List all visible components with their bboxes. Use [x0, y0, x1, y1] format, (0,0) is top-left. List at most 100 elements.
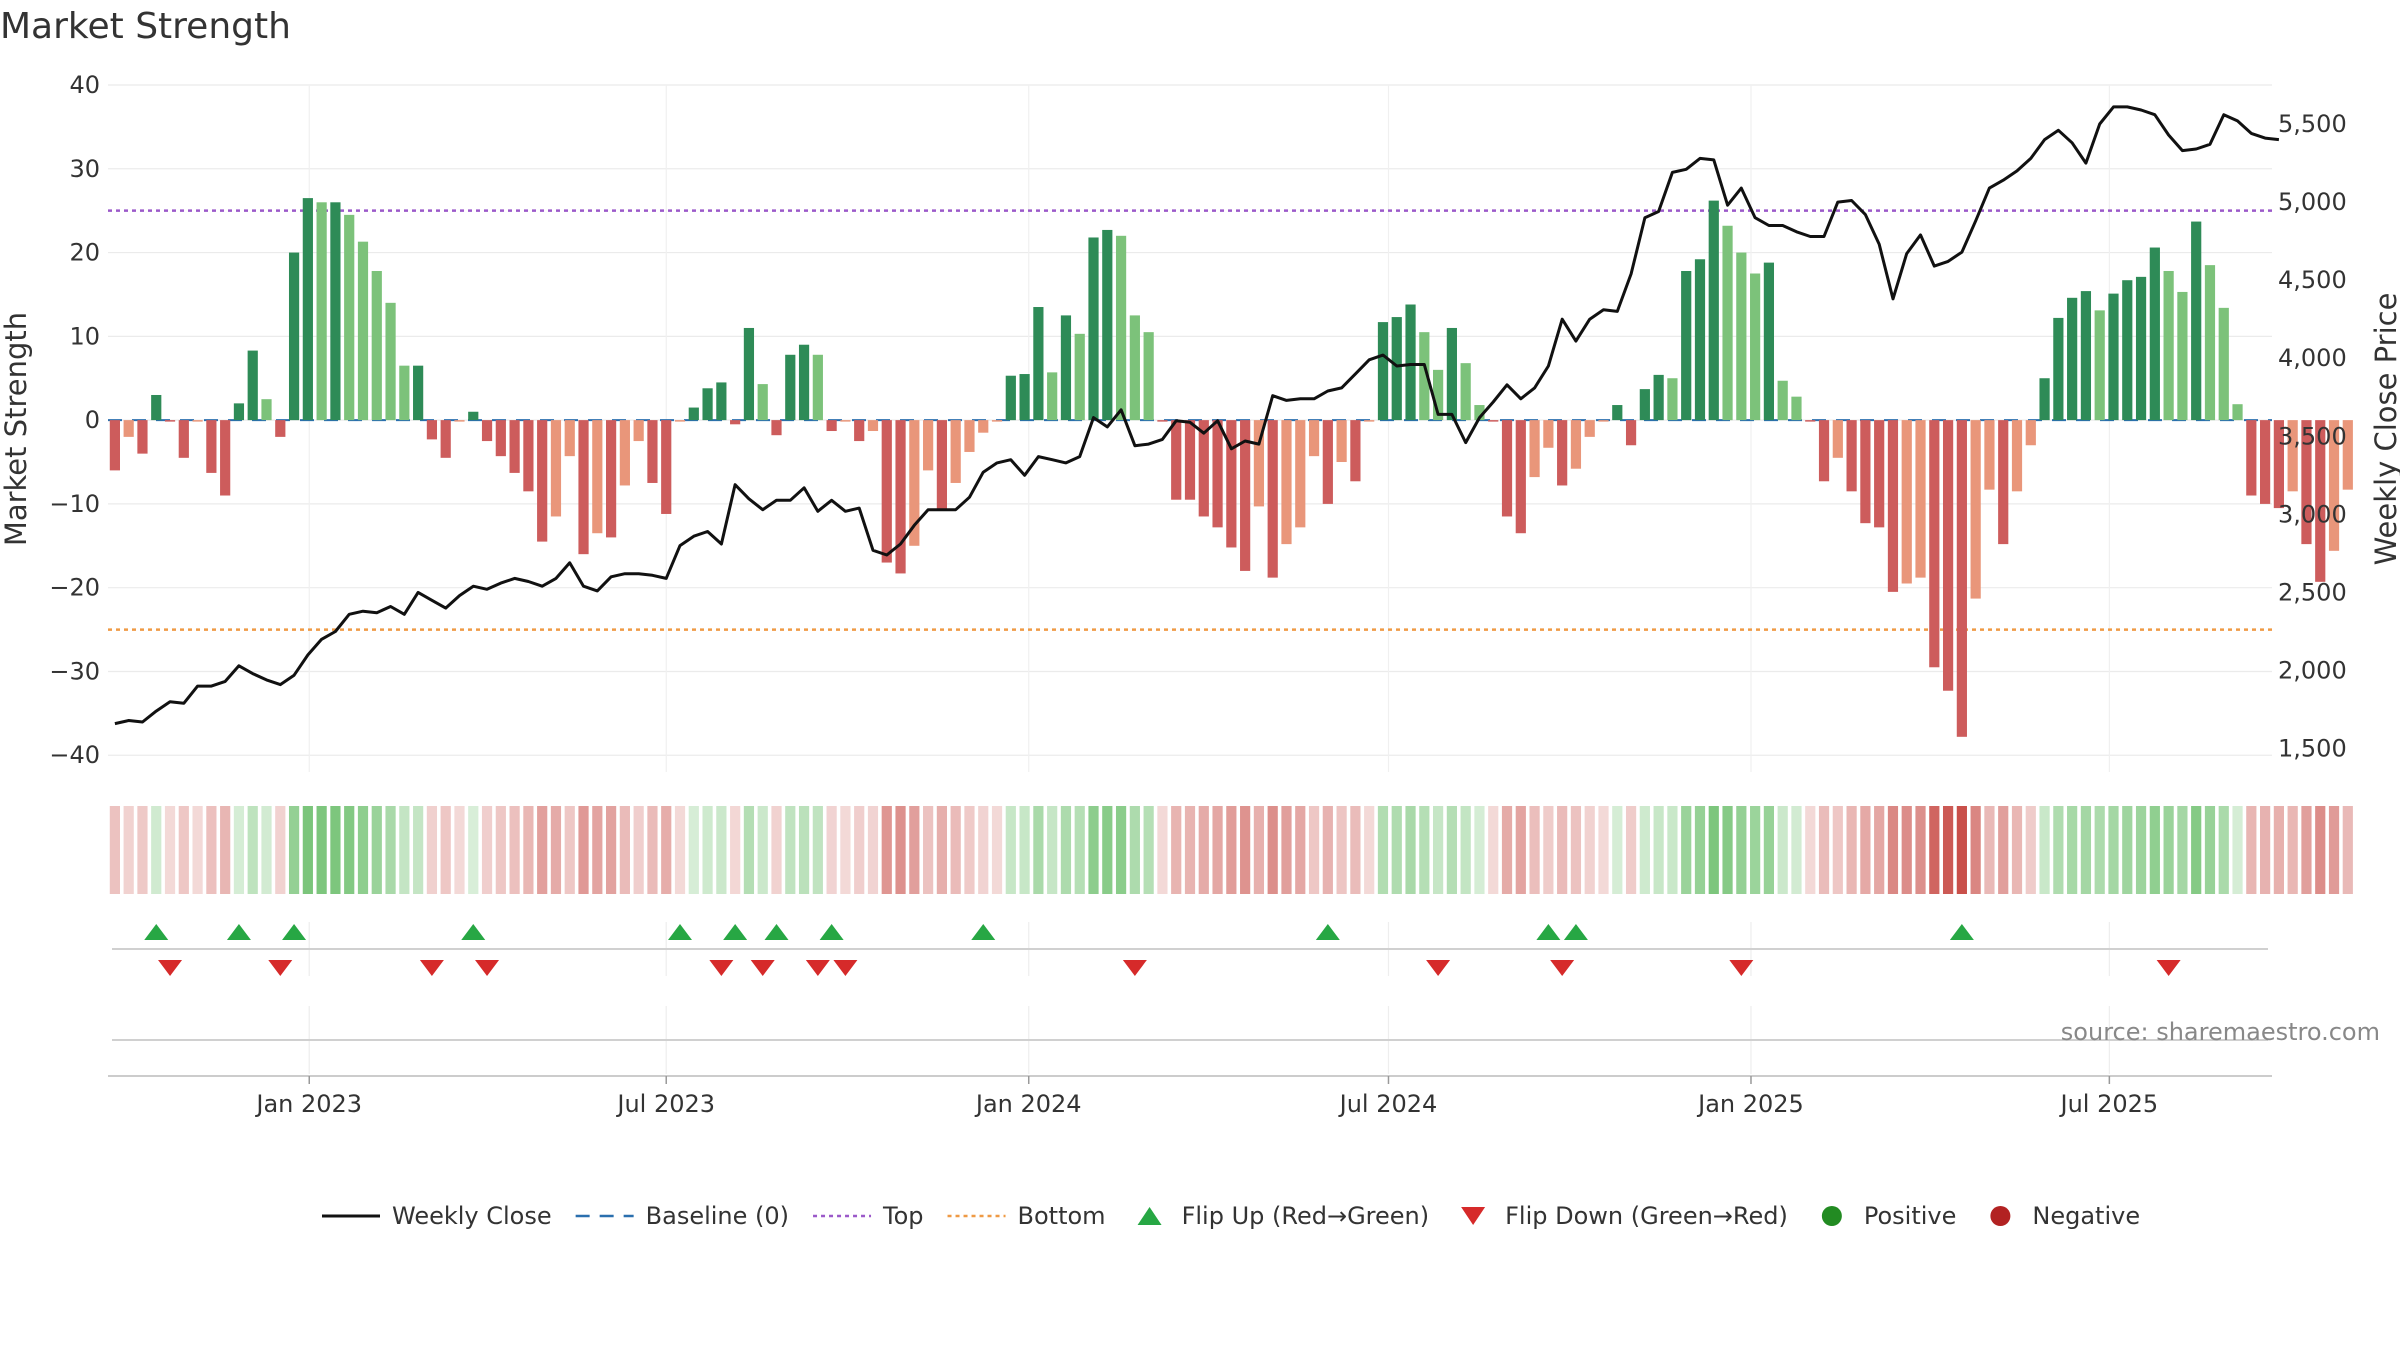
strength-bar	[1570, 420, 1582, 469]
y-axis-left-label: Market Strength	[0, 312, 33, 546]
heat-cell	[2204, 806, 2216, 894]
legend-item: Weekly Close	[322, 1202, 552, 1230]
strength-bar	[2301, 420, 2312, 545]
strength-bar	[2204, 265, 2216, 421]
strength-bar	[288, 252, 300, 421]
strength-bar	[2149, 247, 2160, 421]
y-tick-label: 40	[69, 71, 100, 99]
strength-bar	[1653, 374, 1664, 421]
heat-cell	[1777, 806, 1788, 894]
heat-cell	[178, 806, 189, 894]
strength-bar	[151, 394, 162, 421]
y2-tick-label: 3,000	[2278, 500, 2347, 528]
heat-cell	[1157, 806, 1168, 894]
y2-tick-label: 5,500	[2278, 110, 2347, 138]
heat-cell	[1750, 806, 1761, 894]
strength-bar	[2342, 420, 2353, 490]
strength-bar	[619, 420, 630, 486]
strength-bar	[468, 411, 479, 421]
flip-up-marker	[282, 924, 307, 940]
heat-cell	[1515, 806, 1526, 894]
strength-bar	[1446, 327, 1457, 421]
strength-bar	[233, 403, 245, 421]
y-tick-label: 0	[85, 406, 100, 434]
strength-bar	[2135, 276, 2147, 421]
x-tick-label: Jul 2025	[2059, 1090, 2159, 1118]
legend-label: Top	[882, 1202, 924, 1230]
heat-cell	[1543, 806, 1554, 894]
strength-bar	[413, 365, 424, 421]
heat-cell	[1474, 806, 1485, 894]
strength-bar	[2067, 297, 2078, 421]
flip-down-marker	[475, 960, 500, 976]
heat-cell	[771, 806, 782, 894]
heat-cell	[647, 806, 658, 894]
heat-cell	[1598, 806, 1609, 894]
flip-down-marker	[1729, 960, 1754, 976]
strength-bar	[1308, 420, 1320, 457]
flip-down-marker	[419, 960, 444, 976]
y-tick-label: −40	[49, 741, 100, 769]
strength-bar	[1419, 332, 1430, 421]
heat-cell	[1433, 806, 1444, 894]
strength-bar	[1281, 420, 1292, 545]
heat-cell	[1405, 806, 1416, 894]
legend-swatch-tri-down	[1461, 1207, 1486, 1225]
strength-bar	[2053, 317, 2064, 421]
source-label: source: sharemaestro.com	[2061, 1018, 2380, 1046]
strength-bar	[2122, 280, 2133, 421]
flip-up-marker	[971, 924, 996, 940]
strength-bar	[1253, 420, 1265, 507]
strength-bar	[344, 214, 355, 421]
heat-cell	[220, 806, 231, 894]
flip-down-marker	[268, 960, 293, 976]
strength-bar	[1543, 420, 1554, 448]
strength-bar	[2094, 310, 2105, 421]
heat-cell	[2232, 806, 2243, 894]
strength-bar	[261, 399, 272, 421]
heat-cell	[440, 806, 451, 894]
y-tick-label: −20	[49, 574, 100, 602]
heat-cell	[1184, 806, 1196, 894]
heat-cell	[1364, 806, 1375, 894]
strength-bar	[523, 420, 534, 492]
heat-cell	[895, 806, 906, 894]
legend-label: Positive	[1864, 1202, 1957, 1230]
strength-bar	[661, 420, 672, 514]
heat-cell	[2191, 806, 2202, 894]
strength-bar	[1433, 369, 1444, 421]
heat-cell	[454, 806, 465, 894]
legend-item: Negative	[1990, 1202, 2140, 1230]
x-tick-label: Jul 2023	[615, 1090, 715, 1118]
heat-cell	[495, 806, 506, 894]
heat-cell	[481, 806, 493, 894]
heat-cell	[1805, 806, 1816, 894]
heat-cell	[261, 806, 272, 894]
strength-bar	[206, 420, 217, 473]
strength-bar	[1267, 420, 1278, 578]
heat-cell	[233, 806, 245, 894]
x-tick-label: Jan 2023	[254, 1090, 362, 1118]
strength-bar	[371, 270, 382, 421]
heat-cell	[1005, 806, 1016, 894]
heat-cell	[1171, 806, 1182, 894]
strength-bar	[2260, 420, 2271, 504]
heat-cell	[137, 806, 148, 894]
heat-cell	[1033, 806, 1044, 894]
heat-cell	[1529, 806, 1540, 894]
heat-cell	[1019, 806, 1030, 894]
strength-bar	[426, 420, 438, 440]
strength-bar	[2011, 420, 2023, 492]
strength-heat-strip	[109, 806, 2353, 894]
flip-markers-panel	[112, 922, 2268, 976]
heat-cell	[302, 806, 313, 894]
heat-cell	[1763, 806, 1775, 894]
heat-cell	[1874, 806, 1885, 894]
strength-bar	[1336, 420, 1347, 463]
strength-bar	[1970, 420, 1981, 599]
heat-cell	[1460, 806, 1471, 894]
heat-cell	[1350, 806, 1361, 894]
heat-cell	[909, 806, 920, 894]
strength-bar	[1515, 420, 1526, 534]
flip-down-marker	[1122, 960, 1147, 976]
